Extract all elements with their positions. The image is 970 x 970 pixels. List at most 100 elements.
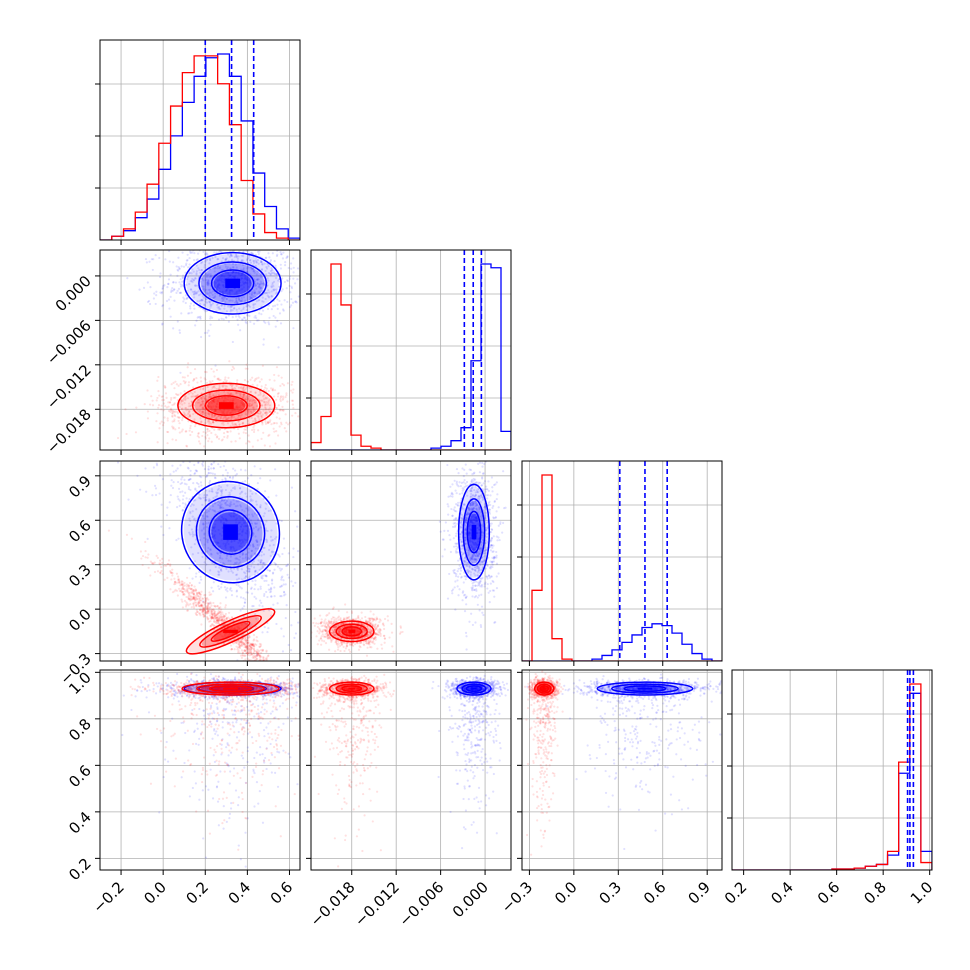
scatter-point — [254, 547, 257, 550]
scatter-point — [185, 595, 188, 599]
scatter-point — [189, 371, 192, 375]
scatter-point — [464, 531, 467, 534]
scatter-point — [205, 411, 208, 415]
scatter-point — [229, 253, 232, 257]
scatter-point — [253, 663, 255, 665]
scatter-point — [201, 604, 204, 607]
scatter-point — [471, 508, 475, 511]
scatter-point — [260, 559, 263, 562]
scatter-point — [255, 278, 258, 281]
scatter-point — [247, 394, 251, 398]
scatter-point — [203, 614, 206, 618]
scatter-point — [461, 489, 464, 492]
scatter-point — [222, 318, 225, 321]
scatter-point — [278, 409, 282, 412]
scatter-point — [193, 597, 197, 600]
scatter-point — [238, 487, 242, 490]
scatter-point — [183, 506, 186, 509]
scatter-point — [199, 376, 202, 379]
scatter-point — [225, 316, 228, 319]
scatter-point — [209, 315, 212, 318]
scatter-point — [219, 486, 223, 489]
scatter-point — [296, 267, 300, 270]
scatter-point — [157, 375, 160, 379]
scatter-point — [249, 498, 253, 501]
scatter-point — [253, 638, 256, 641]
scatter-point — [469, 507, 472, 511]
scatter-point — [216, 264, 219, 267]
scatter-point — [223, 618, 226, 622]
scatter-point — [163, 416, 166, 419]
scatter-point — [248, 634, 251, 637]
scatter-point — [235, 297, 238, 300]
scatter-point — [189, 404, 192, 407]
scatter-point — [239, 386, 242, 390]
scatter-point — [193, 599, 197, 602]
scatter-point — [208, 334, 211, 337]
scatter-point — [224, 301, 227, 304]
scatter-point — [192, 395, 195, 398]
scatter-point — [217, 428, 220, 431]
scatter-point — [291, 301, 295, 304]
scatter-point — [186, 408, 189, 411]
scatter-point — [216, 622, 220, 625]
scatter-point — [186, 413, 190, 416]
scatter-point — [267, 399, 270, 402]
scatter-point — [233, 423, 236, 426]
scatter-point — [253, 271, 256, 274]
scatter-point — [206, 618, 209, 621]
scatter-point — [168, 527, 171, 530]
scatter-point — [249, 410, 252, 413]
scatter-point — [209, 317, 212, 320]
scatter-point — [268, 591, 272, 594]
scatter-point — [263, 594, 266, 597]
scatter-point — [207, 468, 210, 471]
scatter-point — [245, 305, 248, 308]
scatter-point — [246, 645, 250, 648]
scatter-point — [254, 401, 257, 404]
scatter-point — [250, 411, 253, 415]
scatter-point — [198, 591, 201, 594]
scatter-point — [262, 395, 265, 398]
scatter-point — [250, 554, 253, 557]
scatter-point — [279, 673, 281, 675]
scatter-point — [209, 273, 212, 276]
scatter-point — [206, 611, 210, 614]
scatter-point — [243, 649, 246, 652]
scatter-point — [203, 266, 206, 269]
scatter-point — [184, 395, 187, 398]
scatter-point — [247, 250, 250, 253]
scatter-point — [272, 664, 274, 666]
scatter-point — [490, 537, 493, 540]
scatter-point — [294, 300, 297, 303]
scatter-point — [206, 617, 209, 620]
scatter-point — [177, 416, 181, 419]
scatter-point — [204, 498, 207, 501]
scatter-point — [264, 420, 267, 424]
scatter-point — [255, 316, 258, 319]
scatter-point — [291, 403, 294, 406]
scatter-point — [308, 400, 310, 402]
scatter-point — [199, 497, 202, 500]
scatter-point — [204, 378, 207, 381]
scatter-point — [194, 324, 197, 327]
scatter-point — [220, 250, 223, 253]
scatter-point — [238, 642, 241, 645]
histogram-panel-1 — [306, 250, 511, 455]
scatter-point — [305, 573, 307, 575]
scatter-point — [205, 606, 208, 609]
scatter-point — [246, 652, 249, 655]
scatter-point — [333, 285, 335, 287]
scatter-point — [254, 535, 257, 538]
scatter-point — [146, 300, 150, 303]
scatter-point — [240, 296, 243, 300]
scatter-point — [187, 584, 190, 587]
scatter-point — [188, 523, 191, 527]
scatter-point — [216, 306, 219, 309]
scatter-point — [206, 550, 209, 553]
scatter-point — [280, 423, 283, 426]
scatter-point — [136, 474, 139, 477]
scatter-point — [229, 299, 232, 302]
scatter-point — [183, 412, 186, 415]
scatter-point — [217, 618, 221, 621]
